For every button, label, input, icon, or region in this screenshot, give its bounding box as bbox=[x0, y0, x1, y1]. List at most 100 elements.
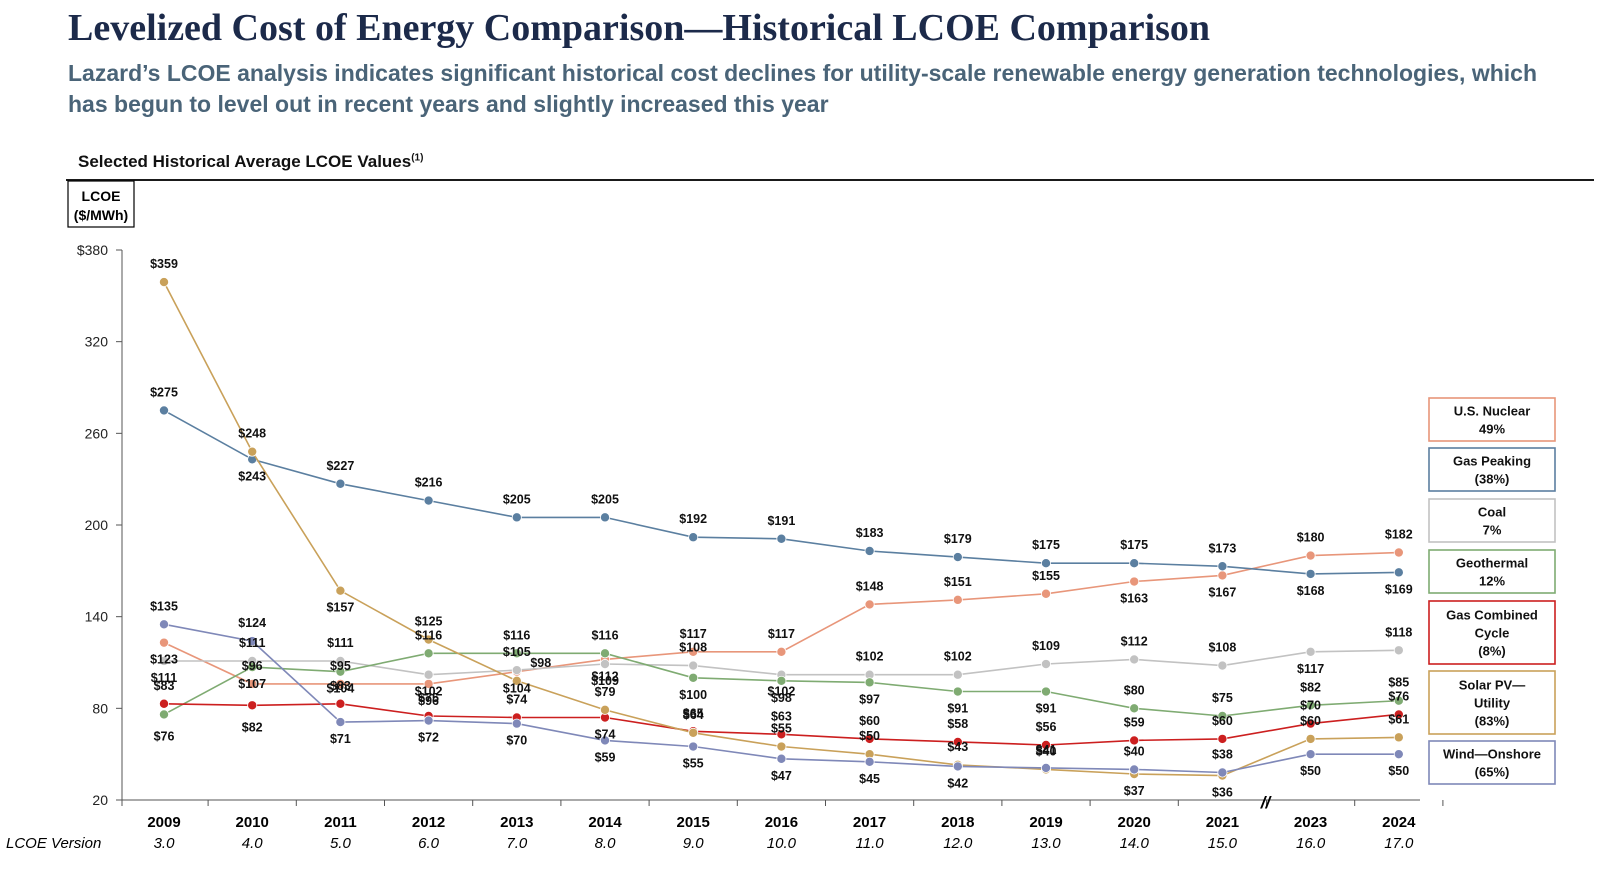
data-label: $41 bbox=[1036, 743, 1057, 757]
data-label: $104 bbox=[326, 682, 354, 696]
data-label: $117 bbox=[1297, 662, 1324, 676]
lcoe-version-label: 8.0 bbox=[595, 835, 617, 852]
data-label: $75 bbox=[418, 691, 439, 705]
data-label: $45 bbox=[859, 772, 880, 786]
data-label: $105 bbox=[503, 645, 531, 659]
data-label: $58 bbox=[947, 717, 968, 731]
data-label: $82 bbox=[242, 720, 263, 734]
legend-item bbox=[1428, 600, 1556, 665]
data-label: $61 bbox=[1388, 712, 1409, 726]
legend-label: 49% bbox=[1479, 422, 1505, 437]
data-label: $65 bbox=[683, 706, 704, 720]
data-label: $55 bbox=[771, 722, 792, 736]
data-point bbox=[1393, 749, 1404, 760]
data-point bbox=[952, 736, 963, 747]
legend-label: (38%) bbox=[1475, 472, 1510, 487]
data-point bbox=[1393, 732, 1404, 743]
data-point bbox=[1041, 762, 1052, 773]
data-label: $157 bbox=[326, 601, 354, 615]
data-label: $112 bbox=[1121, 634, 1148, 648]
data-label: $168 bbox=[1297, 584, 1325, 598]
lcoe-version-label: 3.0 bbox=[154, 835, 176, 852]
data-label: $183 bbox=[856, 526, 884, 540]
footnote-marker: (1) bbox=[411, 152, 424, 164]
data-point bbox=[1393, 567, 1404, 578]
data-label: $37 bbox=[1124, 784, 1145, 798]
data-label: $55 bbox=[683, 757, 704, 771]
data-label: $60 bbox=[1300, 714, 1321, 728]
legend-label: (83%) bbox=[1475, 714, 1510, 729]
data-label: $79 bbox=[595, 685, 616, 699]
data-point bbox=[335, 478, 346, 489]
x-tick-label: 2013 bbox=[500, 814, 533, 831]
data-point bbox=[1305, 749, 1316, 760]
legend-label: Wind—Onshore bbox=[1443, 747, 1541, 762]
data-point bbox=[423, 495, 434, 506]
data-label: $102 bbox=[767, 685, 795, 699]
data-point bbox=[1217, 767, 1228, 778]
data-label: $173 bbox=[1208, 541, 1236, 555]
data-label: $175 bbox=[1032, 538, 1060, 552]
data-point bbox=[423, 715, 434, 726]
data-point bbox=[158, 637, 169, 648]
data-point bbox=[952, 552, 963, 563]
lcoe-version-label: 10.0 bbox=[767, 835, 797, 852]
data-label: $118 bbox=[1385, 625, 1412, 639]
data-point bbox=[864, 599, 875, 610]
data-point bbox=[1041, 659, 1052, 670]
data-point bbox=[1305, 700, 1316, 711]
data-label: $63 bbox=[771, 709, 792, 723]
data-label: $111 bbox=[239, 636, 265, 650]
data-label: $175 bbox=[1120, 538, 1148, 552]
data-label: $43 bbox=[947, 740, 968, 754]
x-tick-label: 2024 bbox=[1382, 814, 1416, 831]
y-tick-label: 140 bbox=[85, 609, 109, 625]
data-point bbox=[688, 741, 699, 752]
data-label: $111 bbox=[151, 671, 177, 685]
legend-label: 7% bbox=[1483, 523, 1502, 538]
data-point bbox=[864, 733, 875, 744]
data-point bbox=[247, 700, 258, 711]
data-label: $50 bbox=[859, 729, 880, 743]
x-tick-label: 2010 bbox=[236, 814, 269, 831]
data-point bbox=[158, 698, 169, 709]
data-label: $70 bbox=[506, 734, 527, 748]
data-label: $91 bbox=[1036, 702, 1057, 716]
data-point bbox=[1041, 686, 1052, 697]
data-label: $98 bbox=[530, 656, 551, 670]
data-label: $125 bbox=[415, 615, 443, 629]
data-point bbox=[335, 678, 346, 689]
data-point bbox=[1129, 703, 1140, 714]
lcoe-version-label: 6.0 bbox=[418, 835, 440, 852]
data-label: $71 bbox=[330, 732, 351, 746]
data-label: $104 bbox=[503, 682, 531, 696]
x-tick-label: 2011 bbox=[324, 814, 357, 831]
data-label: $85 bbox=[1388, 676, 1409, 690]
lcoe-version-label: 16.0 bbox=[1296, 835, 1326, 852]
data-point bbox=[1217, 570, 1228, 581]
data-label: $50 bbox=[1388, 764, 1409, 778]
data-label: $82 bbox=[1300, 680, 1321, 694]
lcoe-version-label: 4.0 bbox=[242, 835, 264, 852]
y-tick-label: 80 bbox=[92, 700, 108, 716]
data-label: $74 bbox=[506, 693, 527, 707]
legend-item bbox=[1428, 670, 1556, 735]
data-point bbox=[776, 533, 787, 544]
data-label: $102 bbox=[856, 650, 884, 664]
data-label: $107 bbox=[238, 677, 266, 691]
data-point bbox=[1217, 710, 1228, 721]
data-label: $108 bbox=[679, 641, 707, 655]
data-point bbox=[158, 709, 169, 720]
x-tick-label: 2021 bbox=[1206, 814, 1239, 831]
data-label: $64 bbox=[683, 708, 704, 722]
data-point bbox=[1305, 550, 1316, 561]
lcoe-version-label: 12.0 bbox=[943, 835, 973, 852]
data-point bbox=[688, 672, 699, 683]
legend-label: Gas Peaking bbox=[1453, 454, 1531, 469]
data-point bbox=[423, 634, 434, 645]
data-point bbox=[335, 655, 346, 666]
data-label: $275 bbox=[150, 385, 178, 399]
data-label: $163 bbox=[1120, 592, 1148, 606]
y-unit-box bbox=[67, 180, 135, 228]
chart-section-title-text: Selected Historical Average LCOE Values bbox=[78, 152, 412, 171]
